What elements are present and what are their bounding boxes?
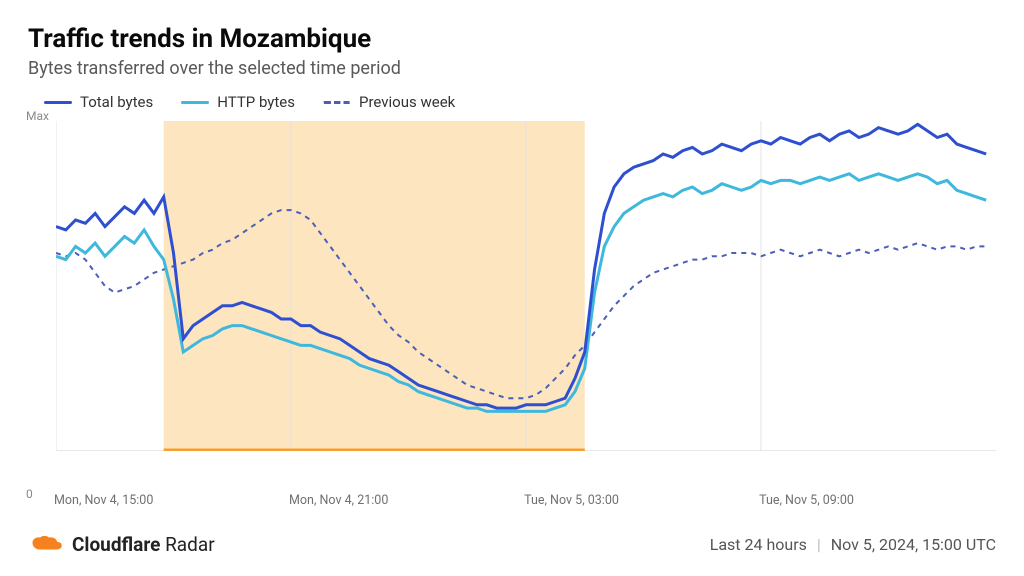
x-axis-label: Tue, Nov 5, 03:00 [524, 493, 619, 508]
legend-label-total: Total bytes [80, 93, 153, 111]
legend-label-http: HTTP bytes [217, 93, 295, 111]
y-axis-min-label: 0 [26, 487, 33, 501]
brand-text-rest: Radar [160, 533, 214, 556]
chart-title: Traffic trends in Mozambique [28, 24, 996, 54]
chart-svg [56, 121, 996, 451]
x-axis-labels: Mon, Nov 4, 15:00 Mon, Nov 4, 21:00 Tue, N… [56, 493, 996, 513]
chart-subtitle: Bytes transferred over the selected time… [28, 58, 996, 79]
legend-item-prev: Previous week [323, 93, 455, 111]
footer: Cloudflare Radar Last 24 hours | Nov 5, … [28, 519, 996, 556]
legend-label-prev: Previous week [359, 93, 455, 111]
legend-swatch-prev [323, 101, 351, 104]
footer-timestamp: Nov 5, 2024, 15:00 UTC [831, 535, 996, 554]
chart-header: Traffic trends in Mozambique Bytes trans… [28, 24, 996, 79]
legend-item-total: Total bytes [44, 93, 153, 111]
legend-swatch-http [181, 101, 209, 104]
brand: Cloudflare Radar [28, 533, 215, 556]
chart-area: Max 0 Mon, Nov 4, 15:00Mon, Nov 4, 21:00… [28, 113, 996, 519]
brand-text: Cloudflare Radar [72, 533, 215, 556]
footer-meta: Last 24 hours | Nov 5, 2024, 15:00 UTC [710, 535, 996, 554]
x-axis-label: Mon, Nov 4, 15:00 [54, 493, 153, 508]
legend-item-http: HTTP bytes [181, 93, 295, 111]
x-axis-label: Tue, Nov 5, 09:00 [759, 493, 854, 508]
footer-period: Last 24 hours [710, 535, 807, 554]
brand-text-bold: Cloudflare [72, 533, 160, 556]
legend: Total bytes HTTP bytes Previous week [28, 93, 996, 111]
legend-swatch-total [44, 101, 72, 104]
x-axis-label: Mon, Nov 4, 21:00 [289, 493, 388, 508]
cloudflare-logo-icon [28, 535, 64, 555]
y-axis-max-label: Max [26, 109, 49, 123]
footer-separator: | [817, 535, 821, 554]
